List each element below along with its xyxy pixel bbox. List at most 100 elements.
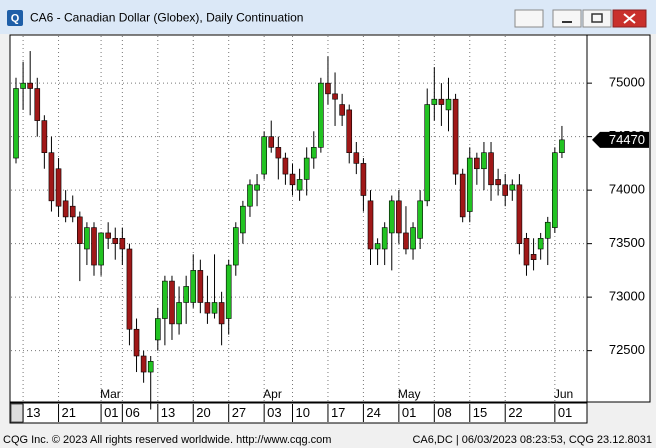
candle-body <box>452 98 459 175</box>
candle-body <box>466 157 473 212</box>
candle-body <box>147 361 154 373</box>
maximize-glyph <box>591 13 603 23</box>
candle-body <box>197 270 204 303</box>
x-tick-label: 17 <box>331 405 345 420</box>
candle-body <box>34 88 41 121</box>
candle-body <box>27 82 33 89</box>
x-tick-label: 22 <box>508 405 522 420</box>
price-axis <box>586 34 651 403</box>
candle-body <box>140 355 147 373</box>
x-tick-label: 06 <box>125 405 139 420</box>
footer-copyright: CQG Inc. © 2023 All rights reserved worl… <box>3 434 331 446</box>
candle-body <box>247 184 253 207</box>
x-tick-label: 10 <box>296 405 310 420</box>
close-glyph <box>623 13 636 24</box>
candle-body <box>183 286 189 303</box>
candle-body <box>13 88 19 159</box>
candle-body <box>282 157 289 175</box>
candle-body <box>459 173 466 218</box>
y-tick-label: 74000 <box>609 182 645 197</box>
x-tick-label: 13 <box>26 405 40 420</box>
candle-body <box>332 93 338 100</box>
candle-body <box>232 227 239 266</box>
title-bar <box>0 0 656 34</box>
candle-body <box>119 237 126 250</box>
candle-body <box>325 82 331 95</box>
candle-body <box>254 184 260 191</box>
month-label: Jun <box>554 387 573 401</box>
candle-body <box>176 302 182 325</box>
candle-body <box>388 200 395 234</box>
x-tick-label: 01 <box>104 405 118 420</box>
x-tick-label: 15 <box>473 405 487 420</box>
window-title: CA6 - Canadian Dollar (Globex), Daily Co… <box>30 11 303 25</box>
candle-body <box>155 318 161 341</box>
candle-body <box>289 173 296 186</box>
candle-body <box>353 152 360 164</box>
app-icon <box>7 10 23 26</box>
candle-body <box>190 270 197 303</box>
candle-body <box>211 302 218 314</box>
candle-body <box>360 163 367 196</box>
link-button[interactable] <box>514 9 544 28</box>
y-tick-label: 75000 <box>609 75 645 90</box>
candle-body <box>403 232 409 250</box>
candle-body <box>105 232 111 239</box>
candle-body <box>339 104 345 116</box>
candle-body <box>481 152 487 170</box>
candle-body <box>169 280 175 325</box>
candle-body <box>495 179 501 186</box>
candle-body <box>133 328 140 357</box>
x-tick-label: 03 <box>267 405 281 420</box>
candle-body <box>431 98 438 105</box>
scroll-thumb[interactable] <box>10 403 24 423</box>
candle-body <box>261 136 267 175</box>
candle-body <box>346 109 353 153</box>
y-tick-label: 73000 <box>609 289 645 304</box>
candle-body <box>112 237 119 244</box>
footer-status: CA6,DC | 06/03/2023 08:23:53, CQG 23.12.… <box>412 434 652 446</box>
minimize-button[interactable] <box>552 9 582 28</box>
y-tick-label: 72500 <box>609 342 645 357</box>
candle-body <box>84 227 90 250</box>
candle-body <box>367 200 374 250</box>
candle-body <box>374 243 381 250</box>
candle-body <box>381 227 388 250</box>
x-tick-label: 20 <box>196 405 210 420</box>
candle-body <box>69 205 76 218</box>
candle-body <box>502 184 509 196</box>
candle-body <box>48 152 55 202</box>
month-label: May <box>398 387 421 401</box>
candle-body <box>552 152 558 228</box>
x-tick-label: 24 <box>366 405 380 420</box>
candle-body <box>523 237 530 266</box>
candle-body <box>396 200 402 234</box>
candle-body <box>204 302 211 314</box>
x-tick-label: 01 <box>558 405 572 420</box>
month-label: Mar <box>100 387 121 401</box>
candle-body <box>303 157 310 180</box>
candle-body <box>296 179 303 191</box>
candle-body <box>240 205 246 234</box>
last-price-label: 74470 <box>609 132 645 147</box>
candle-body <box>225 264 232 319</box>
candle-body <box>91 227 97 266</box>
candle-body <box>438 98 445 105</box>
date-axis <box>9 402 588 424</box>
candle-body <box>268 136 275 148</box>
candle-body <box>62 200 69 218</box>
candle-body <box>77 216 83 244</box>
candle-body <box>55 168 62 207</box>
last-price-tag <box>592 131 649 148</box>
maximize-button[interactable] <box>582 9 612 28</box>
status-bar <box>0 430 656 448</box>
candle-body <box>41 120 48 153</box>
candle-body <box>218 302 225 325</box>
plot-area <box>9 34 588 403</box>
candle-body <box>417 200 423 239</box>
candle-body <box>310 147 317 159</box>
candle-body <box>516 184 523 244</box>
candle-body <box>275 147 282 159</box>
candle-body <box>162 280 168 319</box>
